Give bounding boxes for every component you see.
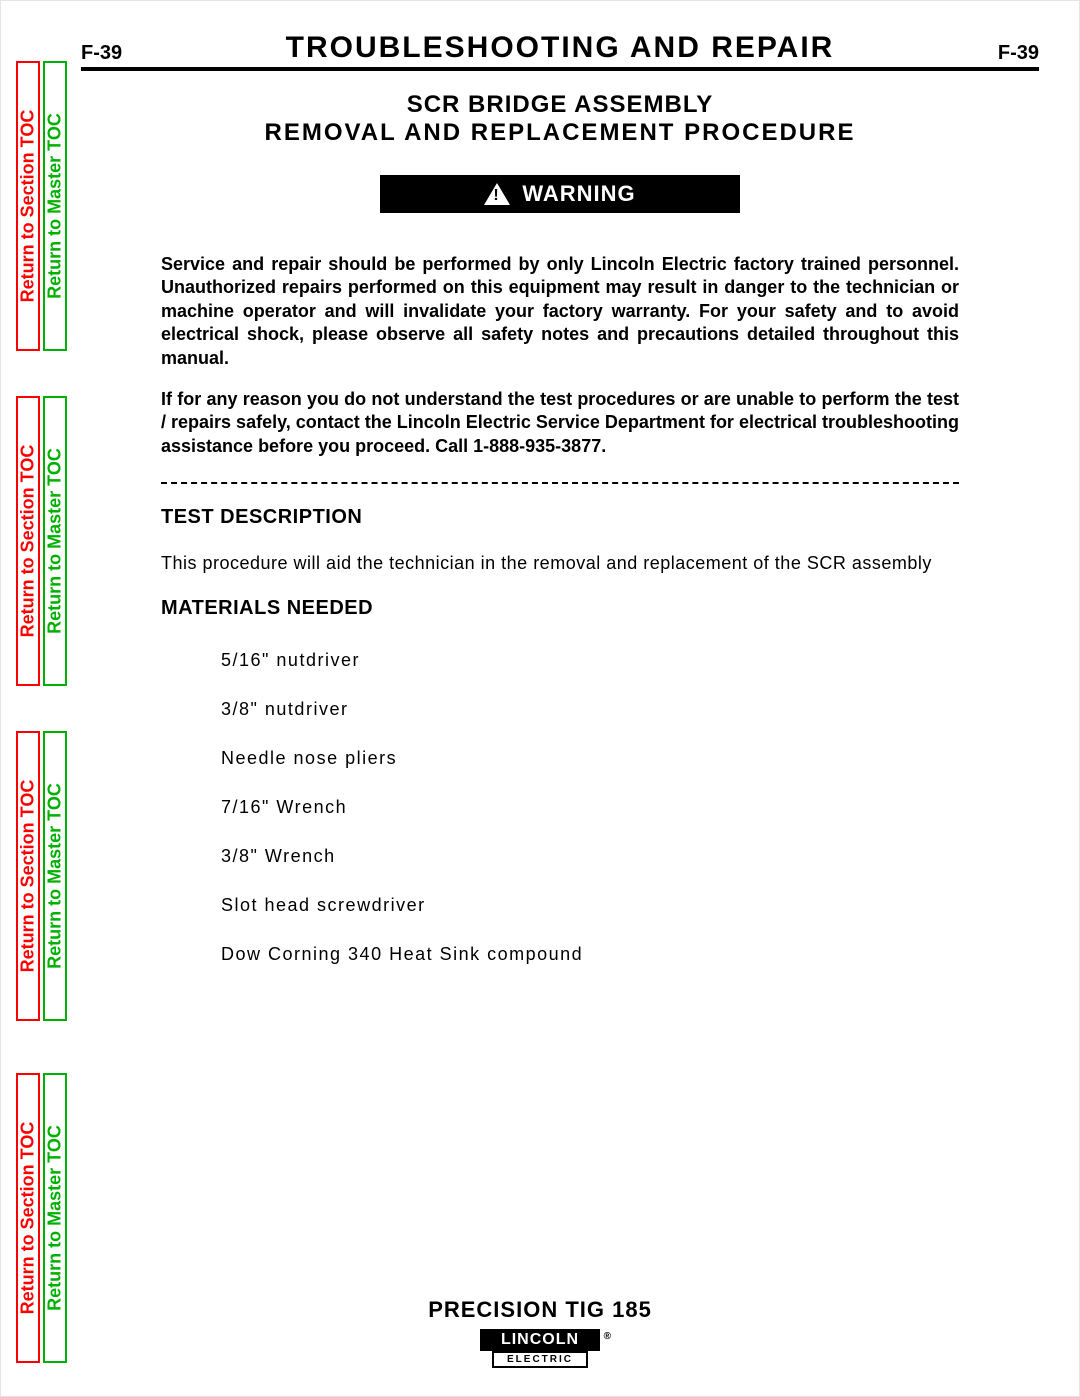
material-item: Needle nose pliers [221,748,959,769]
registered-icon: ® [604,1331,612,1342]
section-toc-label: Return to Section TOC [18,780,39,973]
warning-triangle-icon [484,183,510,205]
page-footer: PRECISION TIG 185 LINCOLN ® ELECTRIC [1,1297,1079,1368]
section-toc-label: Return to Section TOC [18,445,39,638]
header-title: TROUBLESHOOTING AND REPAIR [286,31,835,65]
material-item: 7/16" Wrench [221,797,959,818]
master-toc-tab[interactable]: Return to Master TOC [43,61,67,351]
page-number-right: F-39 [998,42,1039,65]
logo-brand: LINCOLN [501,1331,579,1348]
subtitle-line-2: REMOVAL AND REPLACEMENT PROCEDURE [81,119,1039,147]
master-toc-tab[interactable]: Return to Master TOC [43,731,67,1021]
warning-label: WARNING [522,181,635,207]
page-number-left: F-39 [81,42,122,65]
section-toc-label: Return to Section TOC [18,110,39,303]
warning-body: Service and repair should be performed b… [161,253,959,458]
subtitle-line-1: SCR BRIDGE ASSEMBLY [81,91,1039,119]
dashed-divider [161,482,959,484]
material-item: 3/8" Wrench [221,846,959,867]
test-description-paragraph: This procedure will aid the technician i… [161,551,959,575]
page-header: F-39 TROUBLESHOOTING AND REPAIR F-39 [81,31,1039,71]
material-item: 3/8" nutdriver [221,699,959,720]
warning-box: WARNING [380,175,740,213]
material-item: 5/16" nutdriver [221,650,959,671]
warning-paragraph-1: Service and repair should be performed b… [161,253,959,370]
master-toc-label: Return to Master TOC [45,448,66,634]
material-item: Dow Corning 340 Heat Sink compound [221,944,959,965]
logo-top-text: LINCOLN ® [480,1329,600,1351]
master-toc-tab[interactable]: Return to Master TOC [43,396,67,686]
lincoln-logo: LINCOLN ® ELECTRIC [480,1329,600,1368]
section-toc-tab[interactable]: Return to Section TOC [16,396,40,686]
content-area: F-39 TROUBLESHOOTING AND REPAIR F-39 SCR… [81,31,1039,993]
footer-title: PRECISION TIG 185 [1,1297,1079,1323]
section-toc-tab[interactable]: Return to Section TOC [16,61,40,351]
master-toc-label: Return to Master TOC [45,113,66,299]
logo-bottom-text: ELECTRIC [492,1351,588,1368]
section-toc-tab[interactable]: Return to Section TOC [16,731,40,1021]
master-toc-label: Return to Master TOC [45,783,66,969]
page: Return to Section TOC Return to Master TO… [0,0,1080,1397]
master-toc-label: Return to Master TOC [45,1125,66,1311]
material-item: Slot head screwdriver [221,895,959,916]
materials-list: 5/16" nutdriver 3/8" nutdriver Needle nose… [221,650,959,965]
warning-paragraph-2: If for any reason you do not understand … [161,388,959,458]
test-description-heading: TEST DESCRIPTION [161,506,959,529]
materials-needed-heading: MATERIALS NEEDED [161,597,959,620]
section-toc-label: Return to Section TOC [18,1122,39,1315]
